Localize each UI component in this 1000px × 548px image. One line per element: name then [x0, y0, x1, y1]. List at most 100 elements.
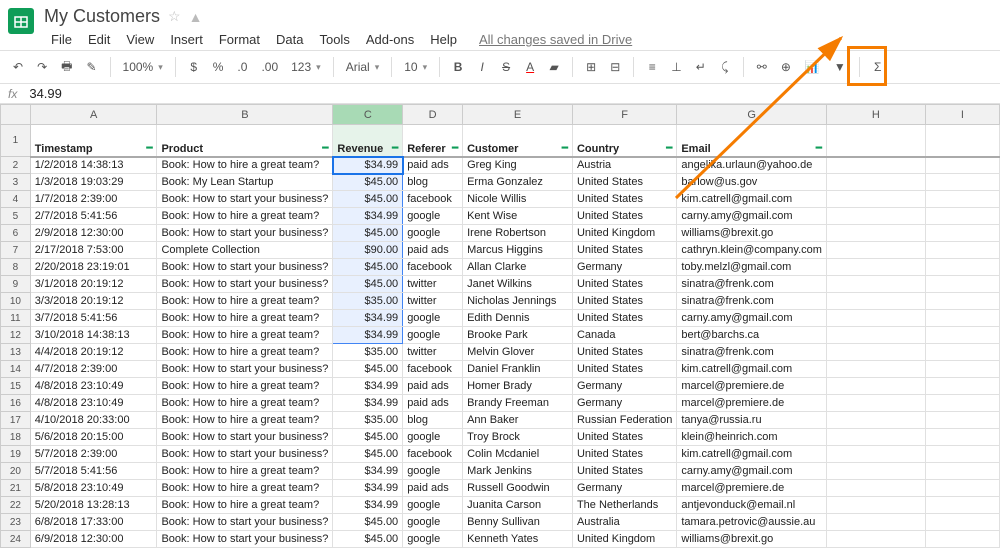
merge-button[interactable]: ⊟	[605, 55, 625, 79]
menu-insert[interactable]: Insert	[163, 29, 210, 50]
cell-A20[interactable]: 5/7/2018 5:41:56	[30, 463, 157, 480]
cell-D6[interactable]: google	[403, 225, 463, 242]
cell-I10[interactable]	[925, 293, 999, 310]
cell-H24[interactable]	[826, 531, 925, 548]
percent-button[interactable]: %	[208, 55, 229, 79]
cell-A13[interactable]: 4/4/2018 20:19:12	[30, 344, 157, 361]
cell-A5[interactable]: 2/7/2018 5:41:56	[30, 208, 157, 225]
cell-F2[interactable]: Austria	[572, 157, 676, 174]
cell-E18[interactable]: Troy Brock	[463, 429, 573, 446]
cell-H5[interactable]	[826, 208, 925, 225]
cell-C20[interactable]: $34.99	[333, 463, 403, 480]
column-header-H[interactable]: H	[826, 105, 925, 125]
cell-H13[interactable]	[826, 344, 925, 361]
cell-G23[interactable]: tamara.petrovic@aussie.au	[677, 514, 827, 531]
cell-C13[interactable]: $35.00	[333, 344, 403, 361]
menu-view[interactable]: View	[119, 29, 161, 50]
cell-D10[interactable]: twitter	[403, 293, 463, 310]
cell-F5[interactable]: United States	[572, 208, 676, 225]
filter-icon[interactable]: ━	[666, 143, 672, 154]
cell-E9[interactable]: Janet Wilkins	[463, 276, 573, 293]
cell-H11[interactable]	[826, 310, 925, 327]
column-header-F[interactable]: F	[572, 105, 676, 125]
cell-G20[interactable]: carny.amy@gmail.com	[677, 463, 827, 480]
menu-data[interactable]: Data	[269, 29, 310, 50]
cell-H21[interactable]	[826, 480, 925, 497]
cell-I2[interactable]	[925, 157, 999, 174]
cell-F16[interactable]: Germany	[572, 395, 676, 412]
filter-icon[interactable]: ━	[392, 143, 398, 154]
cell-D3[interactable]: blog	[403, 174, 463, 191]
undo-button[interactable]: ↶	[8, 55, 28, 79]
cell-I5[interactable]	[925, 208, 999, 225]
cell-F19[interactable]: United States	[572, 446, 676, 463]
header-cell-A[interactable]: Timestamp━	[30, 125, 157, 157]
row-header-8[interactable]: 8	[1, 259, 31, 276]
cell-E3[interactable]: Erma Gonzalez	[463, 174, 573, 191]
cell-I4[interactable]	[925, 191, 999, 208]
cell-A9[interactable]: 3/1/2018 20:19:12	[30, 276, 157, 293]
cell-B24[interactable]: Book: How to start your business?	[157, 531, 333, 548]
cell-C14[interactable]: $45.00	[333, 361, 403, 378]
cell-E21[interactable]: Russell Goodwin	[463, 480, 573, 497]
row-header-3[interactable]: 3	[1, 174, 31, 191]
row-header-2[interactable]: 2	[1, 157, 31, 174]
menu-file[interactable]: File	[44, 29, 79, 50]
row-header-4[interactable]: 4	[1, 191, 31, 208]
cell-C10[interactable]: $35.00	[333, 293, 403, 310]
cell-E10[interactable]: Nicholas Jennings	[463, 293, 573, 310]
cell-C16[interactable]: $34.99	[333, 395, 403, 412]
cell-A22[interactable]: 5/20/2018 13:28:13	[30, 497, 157, 514]
save-status[interactable]: All changes saved in Drive	[472, 29, 639, 50]
cell-F18[interactable]: United States	[572, 429, 676, 446]
comment-button[interactable]: ⊕	[776, 55, 796, 79]
cell-F23[interactable]: Australia	[572, 514, 676, 531]
cell-H12[interactable]	[826, 327, 925, 344]
header-cell-H[interactable]	[826, 125, 925, 157]
cell-H23[interactable]	[826, 514, 925, 531]
document-title[interactable]: My Customers	[44, 6, 160, 27]
column-header-B[interactable]: B	[157, 105, 333, 125]
cell-E6[interactable]: Irene Robertson	[463, 225, 573, 242]
cell-B18[interactable]: Book: How to start your business?	[157, 429, 333, 446]
cell-I7[interactable]	[925, 242, 999, 259]
cell-B3[interactable]: Book: My Lean Startup	[157, 174, 333, 191]
cell-E7[interactable]: Marcus Higgins	[463, 242, 573, 259]
cell-D21[interactable]: paid ads	[403, 480, 463, 497]
cell-C6[interactable]: $45.00	[333, 225, 403, 242]
cell-C18[interactable]: $45.00	[333, 429, 403, 446]
formula-input[interactable]: 34.99	[29, 86, 62, 101]
row-header-13[interactable]: 13	[1, 344, 31, 361]
cell-E19[interactable]: Colin Mcdaniel	[463, 446, 573, 463]
cell-F11[interactable]: United States	[572, 310, 676, 327]
spreadsheet-grid[interactable]: ABCDEFGHI1Timestamp━Product━Revenue━Refe…	[0, 104, 1000, 548]
cell-A21[interactable]: 5/8/2018 23:10:49	[30, 480, 157, 497]
borders-button[interactable]: ⊞	[581, 55, 601, 79]
header-cell-I[interactable]	[925, 125, 999, 157]
cell-C23[interactable]: $45.00	[333, 514, 403, 531]
cell-C8[interactable]: $45.00	[333, 259, 403, 276]
cell-C4[interactable]: $45.00	[333, 191, 403, 208]
cell-D16[interactable]: paid ads	[403, 395, 463, 412]
cell-E24[interactable]: Kenneth Yates	[463, 531, 573, 548]
cell-F10[interactable]: United States	[572, 293, 676, 310]
filter-icon[interactable]: ━	[816, 143, 822, 154]
cell-F24[interactable]: United Kingdom	[572, 531, 676, 548]
cell-E12[interactable]: Brooke Park	[463, 327, 573, 344]
cell-G19[interactable]: kim.catrell@gmail.com	[677, 446, 827, 463]
cell-H8[interactable]	[826, 259, 925, 276]
cell-C19[interactable]: $45.00	[333, 446, 403, 463]
header-cell-G[interactable]: Email━	[677, 125, 827, 157]
cell-H15[interactable]	[826, 378, 925, 395]
row-header-10[interactable]: 10	[1, 293, 31, 310]
cell-F22[interactable]: The Netherlands	[572, 497, 676, 514]
paint-format-button[interactable]: ✎	[81, 55, 101, 79]
cell-D17[interactable]: blog	[403, 412, 463, 429]
cell-C2[interactable]: $34.99	[333, 157, 403, 174]
cell-I24[interactable]	[925, 531, 999, 548]
h-align-button[interactable]: ≡	[642, 55, 662, 79]
filter-button[interactable]: ▼	[829, 55, 851, 79]
cell-I20[interactable]	[925, 463, 999, 480]
cell-H16[interactable]	[826, 395, 925, 412]
move-folder-icon[interactable]: ▲	[189, 9, 203, 25]
